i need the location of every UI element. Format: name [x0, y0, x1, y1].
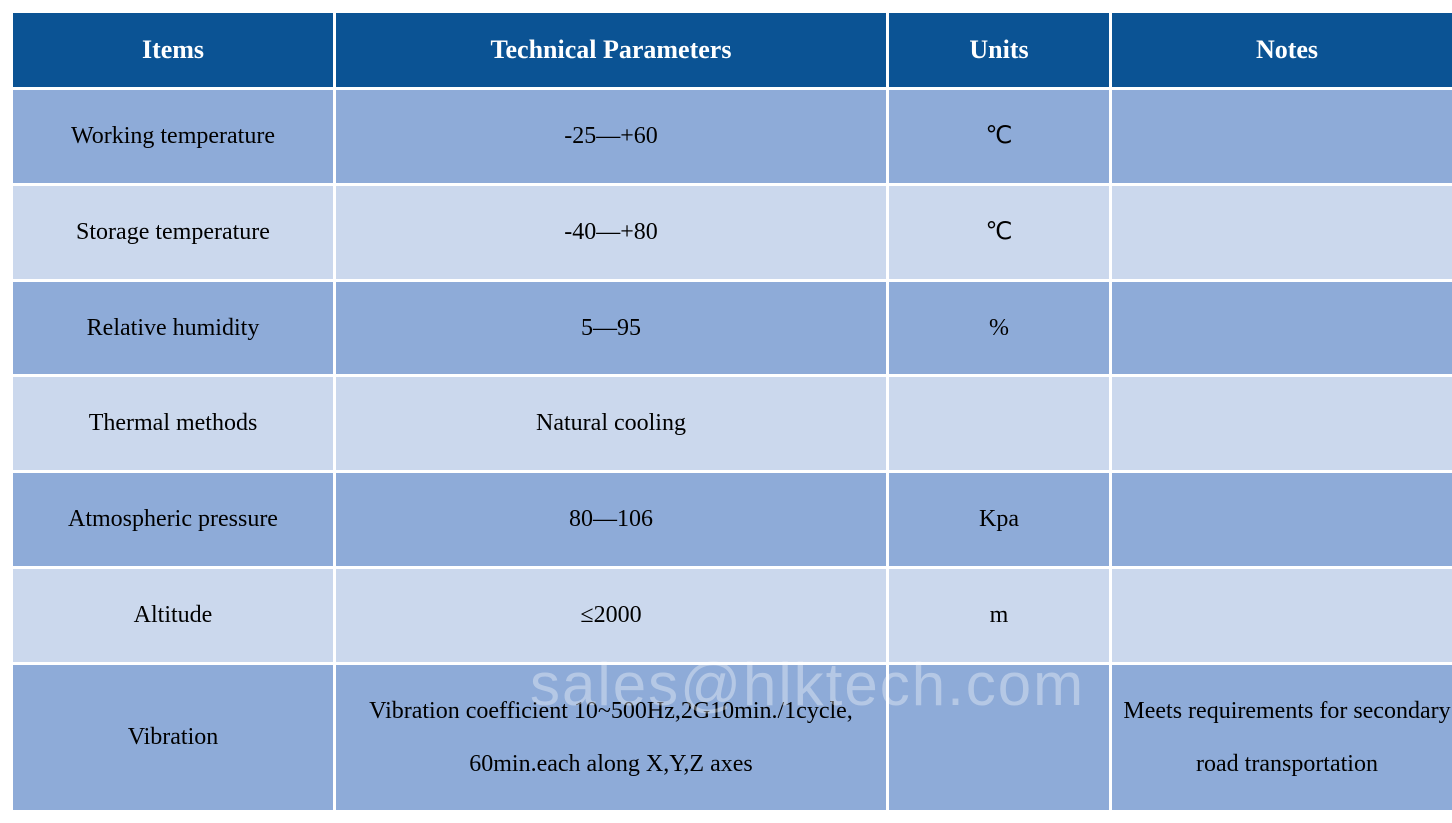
cell-items: Vibration — [13, 665, 333, 811]
table-wrapper: Items Technical Parameters Units Notes W… — [10, 10, 1452, 813]
table-row: Thermal methods Natural cooling — [13, 377, 1452, 470]
cell-units: ℃ — [889, 186, 1109, 279]
cell-items: Storage temperature — [13, 186, 333, 279]
cell-params: Vibration coefficient 10~500Hz,2G10min./… — [336, 665, 886, 811]
cell-params: -25—+60 — [336, 90, 886, 183]
cell-items: Working temperature — [13, 90, 333, 183]
cell-items: Thermal methods — [13, 377, 333, 470]
cell-notes — [1112, 569, 1452, 662]
cell-notes — [1112, 186, 1452, 279]
table-row: Storage temperature -40—+80 ℃ — [13, 186, 1452, 279]
col-header-units: Units — [889, 13, 1109, 87]
cell-params: 5—95 — [336, 282, 886, 375]
cell-units: ℃ — [889, 90, 1109, 183]
table-row: Atmospheric pressure 80—106 Kpa — [13, 473, 1452, 566]
cell-notes — [1112, 473, 1452, 566]
cell-units: m — [889, 569, 1109, 662]
cell-units: Kpa — [889, 473, 1109, 566]
cell-units: % — [889, 282, 1109, 375]
spec-table: Items Technical Parameters Units Notes W… — [10, 10, 1452, 813]
col-header-params: Technical Parameters — [336, 13, 886, 87]
cell-params: 80—106 — [336, 473, 886, 566]
table-row: Vibration Vibration coefficient 10~500Hz… — [13, 665, 1452, 811]
cell-items: Altitude — [13, 569, 333, 662]
cell-units — [889, 665, 1109, 811]
table-row: Working temperature -25—+60 ℃ — [13, 90, 1452, 183]
table-row: Altitude ≤2000 m — [13, 569, 1452, 662]
table-header-row: Items Technical Parameters Units Notes — [13, 13, 1452, 87]
col-header-notes: Notes — [1112, 13, 1452, 87]
cell-params: -40—+80 — [336, 186, 886, 279]
cell-notes: Meets requirements for secondary road tr… — [1112, 665, 1452, 811]
cell-items: Relative humidity — [13, 282, 333, 375]
col-header-items: Items — [13, 13, 333, 87]
cell-notes — [1112, 282, 1452, 375]
table-row: Relative humidity 5—95 % — [13, 282, 1452, 375]
cell-params: Natural cooling — [336, 377, 886, 470]
cell-units — [889, 377, 1109, 470]
cell-items: Atmospheric pressure — [13, 473, 333, 566]
cell-params: ≤2000 — [336, 569, 886, 662]
cell-notes — [1112, 90, 1452, 183]
cell-notes — [1112, 377, 1452, 470]
